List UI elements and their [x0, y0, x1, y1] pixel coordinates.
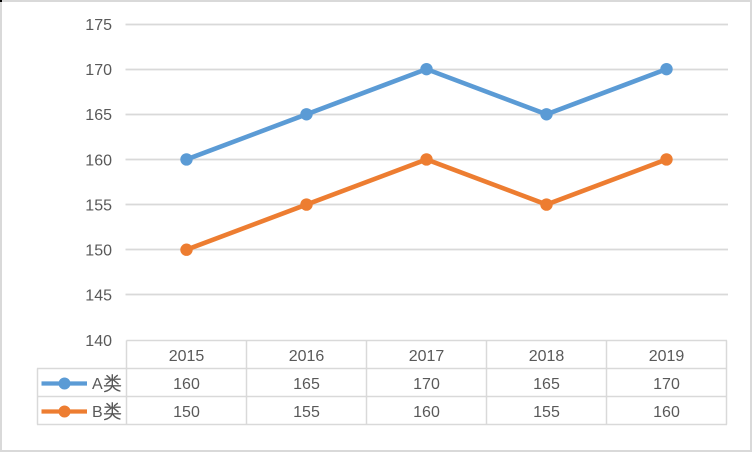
svg-text:165: 165 [293, 376, 320, 393]
svg-text:B: B [92, 404, 103, 421]
svg-text:140: 140 [85, 333, 112, 350]
svg-text:150: 150 [173, 404, 200, 421]
svg-text:170: 170 [85, 62, 112, 79]
svg-text:170: 170 [653, 376, 680, 393]
svg-text:160: 160 [653, 404, 680, 421]
svg-text:165: 165 [85, 107, 112, 124]
svg-text:2017: 2017 [409, 348, 445, 365]
svg-text:2019: 2019 [649, 348, 685, 365]
svg-text:2018: 2018 [529, 348, 565, 365]
svg-text:155: 155 [533, 404, 560, 421]
svg-text:2016: 2016 [289, 348, 325, 365]
svg-text:160: 160 [413, 404, 440, 421]
svg-text:175: 175 [85, 17, 112, 34]
svg-text:155: 155 [293, 404, 320, 421]
svg-text:160: 160 [173, 376, 200, 393]
svg-text:170: 170 [413, 376, 440, 393]
svg-text:165: 165 [533, 376, 560, 393]
svg-text:150: 150 [85, 243, 112, 260]
svg-text:160: 160 [85, 152, 112, 169]
svg-text:145: 145 [85, 288, 112, 305]
svg-text:2015: 2015 [169, 348, 205, 365]
svg-text:A: A [92, 376, 103, 393]
svg-text:155: 155 [85, 197, 112, 214]
